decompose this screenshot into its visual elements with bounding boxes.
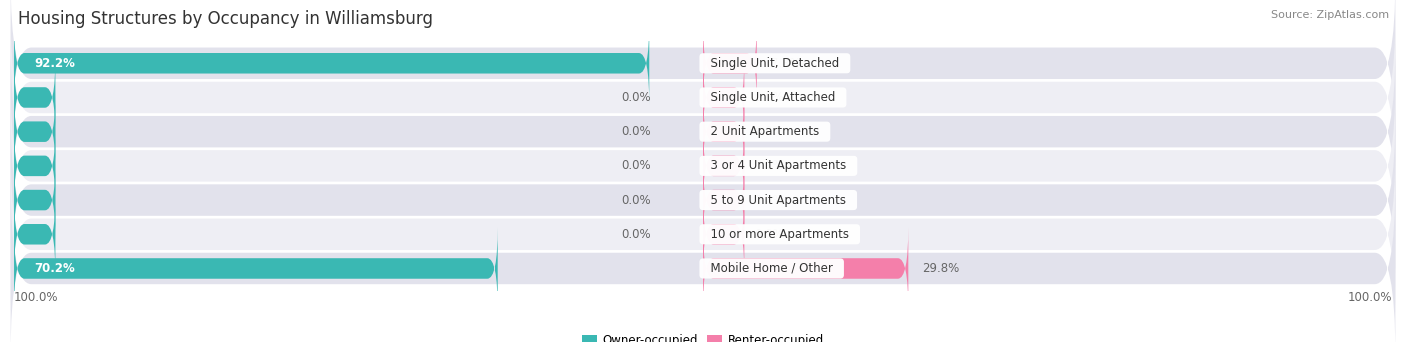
FancyBboxPatch shape (11, 45, 1395, 219)
FancyBboxPatch shape (703, 91, 744, 173)
FancyBboxPatch shape (703, 56, 744, 139)
Text: 0.0%: 0.0% (755, 228, 785, 241)
Text: Mobile Home / Other: Mobile Home / Other (703, 262, 841, 275)
FancyBboxPatch shape (11, 182, 1395, 342)
Legend: Owner-occupied, Renter-occupied: Owner-occupied, Renter-occupied (582, 334, 824, 342)
Text: Single Unit, Detached: Single Unit, Detached (703, 57, 846, 70)
Text: Source: ZipAtlas.com: Source: ZipAtlas.com (1271, 10, 1389, 20)
Text: 0.0%: 0.0% (621, 228, 651, 241)
Text: 0.0%: 0.0% (621, 194, 651, 207)
FancyBboxPatch shape (14, 22, 650, 104)
Text: 0.0%: 0.0% (621, 159, 651, 172)
FancyBboxPatch shape (14, 56, 55, 139)
FancyBboxPatch shape (11, 147, 1395, 321)
Text: 70.2%: 70.2% (35, 262, 76, 275)
Text: 3 or 4 Unit Apartments: 3 or 4 Unit Apartments (703, 159, 853, 172)
FancyBboxPatch shape (703, 125, 744, 207)
Text: Single Unit, Attached: Single Unit, Attached (703, 91, 842, 104)
FancyBboxPatch shape (11, 11, 1395, 184)
Text: 0.0%: 0.0% (621, 91, 651, 104)
Text: 100.0%: 100.0% (1347, 291, 1392, 304)
FancyBboxPatch shape (11, 113, 1395, 287)
Text: 0.0%: 0.0% (755, 194, 785, 207)
FancyBboxPatch shape (11, 0, 1395, 150)
Text: 100.0%: 100.0% (14, 291, 59, 304)
Text: 0.0%: 0.0% (755, 159, 785, 172)
Text: 2 Unit Apartments: 2 Unit Apartments (703, 125, 827, 138)
Text: Housing Structures by Occupancy in Williamsburg: Housing Structures by Occupancy in Willi… (18, 10, 433, 28)
FancyBboxPatch shape (14, 91, 55, 173)
Text: 0.0%: 0.0% (621, 125, 651, 138)
Text: 0.0%: 0.0% (755, 91, 785, 104)
FancyBboxPatch shape (11, 79, 1395, 253)
FancyBboxPatch shape (703, 193, 744, 275)
Text: 92.2%: 92.2% (35, 57, 76, 70)
Text: 29.8%: 29.8% (922, 262, 959, 275)
FancyBboxPatch shape (14, 227, 498, 310)
FancyBboxPatch shape (703, 227, 908, 310)
FancyBboxPatch shape (14, 159, 55, 241)
FancyBboxPatch shape (14, 125, 55, 207)
FancyBboxPatch shape (14, 193, 55, 275)
Text: 5 to 9 Unit Apartments: 5 to 9 Unit Apartments (703, 194, 853, 207)
Text: 0.0%: 0.0% (755, 125, 785, 138)
FancyBboxPatch shape (703, 22, 756, 104)
Text: 7.8%: 7.8% (770, 57, 800, 70)
FancyBboxPatch shape (703, 159, 744, 241)
Text: 10 or more Apartments: 10 or more Apartments (703, 228, 856, 241)
